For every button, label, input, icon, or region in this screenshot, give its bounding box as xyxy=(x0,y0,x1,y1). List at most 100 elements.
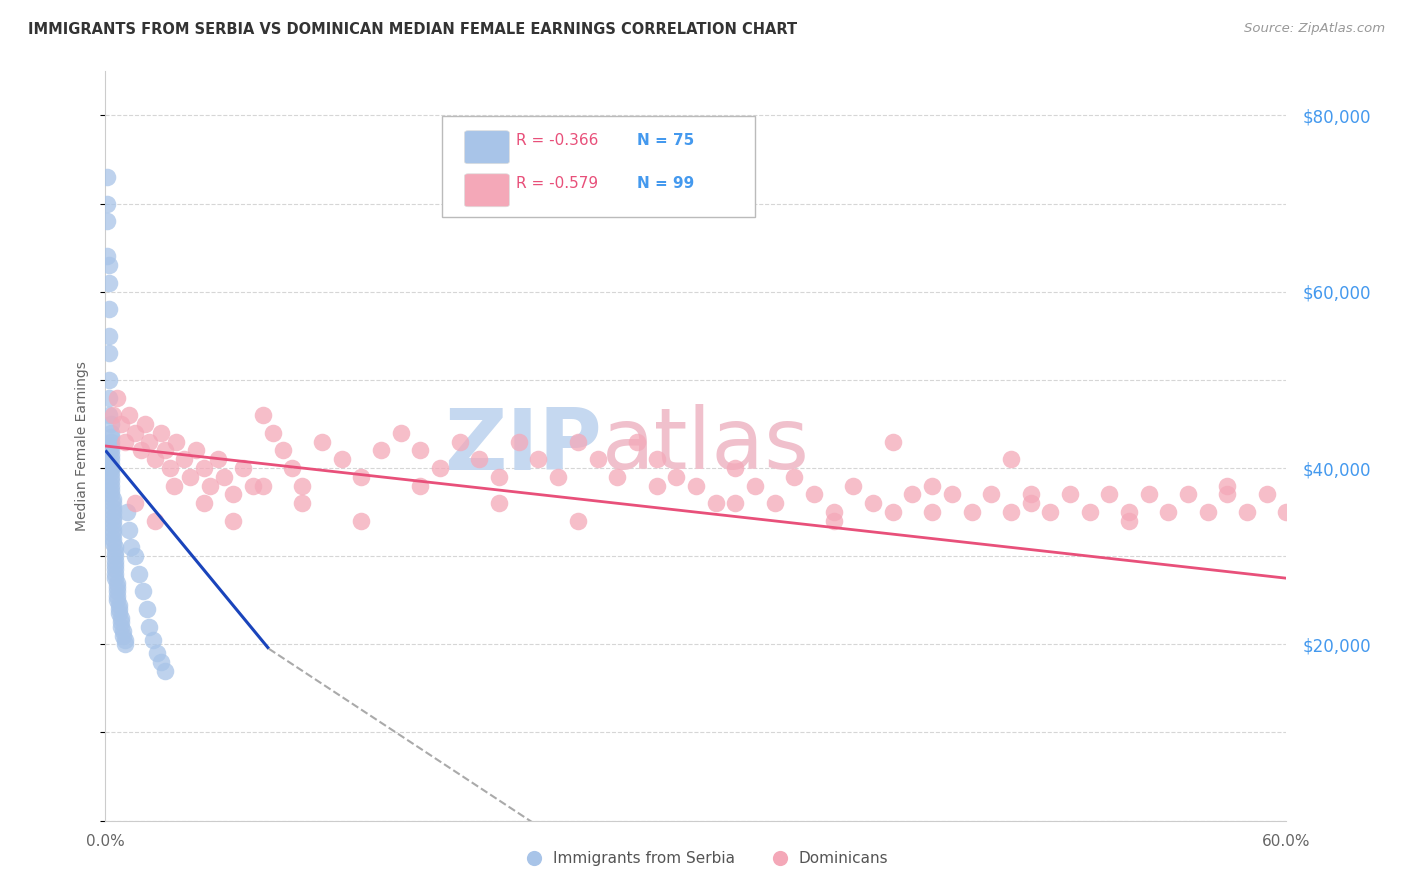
Point xyxy=(350,514,373,528)
Point xyxy=(567,434,589,449)
Point xyxy=(103,496,125,510)
Point xyxy=(98,328,121,343)
Point xyxy=(110,611,132,625)
Point xyxy=(1216,478,1239,492)
Point xyxy=(143,514,166,528)
Point xyxy=(409,478,432,492)
Point xyxy=(145,646,167,660)
Point xyxy=(823,505,845,519)
Point xyxy=(96,214,118,228)
Point xyxy=(1078,505,1101,519)
Point xyxy=(103,523,125,537)
Point xyxy=(252,408,274,422)
Point xyxy=(184,443,207,458)
Point xyxy=(108,602,131,616)
Point xyxy=(138,620,160,634)
Point xyxy=(96,170,118,185)
Point xyxy=(941,487,963,501)
Point xyxy=(110,620,132,634)
Point xyxy=(124,496,146,510)
Point xyxy=(1275,505,1298,519)
Text: R = -0.579: R = -0.579 xyxy=(516,176,599,191)
Point xyxy=(124,549,146,564)
Point xyxy=(389,425,412,440)
Point xyxy=(1039,505,1062,519)
Point xyxy=(100,461,122,475)
Point xyxy=(98,276,121,290)
Point xyxy=(222,514,245,528)
Point xyxy=(128,566,150,581)
Point xyxy=(98,373,121,387)
Point xyxy=(1000,505,1022,519)
Point xyxy=(763,496,786,510)
Point xyxy=(193,461,215,475)
Text: R = -0.366: R = -0.366 xyxy=(516,133,599,148)
Point xyxy=(281,461,304,475)
Point xyxy=(1059,487,1081,501)
Point xyxy=(882,505,904,519)
Point xyxy=(262,425,284,440)
Point xyxy=(98,408,121,422)
FancyBboxPatch shape xyxy=(464,174,509,207)
Point xyxy=(105,391,128,405)
Point xyxy=(409,443,432,458)
Point xyxy=(100,461,122,475)
Point xyxy=(704,496,727,510)
Text: ZIP: ZIP xyxy=(444,404,602,488)
FancyBboxPatch shape xyxy=(464,131,509,163)
Point xyxy=(142,632,165,647)
Point xyxy=(350,470,373,484)
Point xyxy=(193,496,215,510)
Point xyxy=(803,487,825,501)
Point xyxy=(1118,505,1140,519)
Point xyxy=(311,434,333,449)
Point xyxy=(586,452,609,467)
Point xyxy=(921,478,943,492)
Text: Source: ZipAtlas.com: Source: ZipAtlas.com xyxy=(1244,22,1385,36)
Text: N = 99: N = 99 xyxy=(637,176,695,191)
Point xyxy=(98,391,121,405)
Point xyxy=(118,523,141,537)
Point xyxy=(488,470,510,484)
Point xyxy=(291,478,314,492)
Point xyxy=(104,562,127,576)
Point xyxy=(103,514,125,528)
Text: Immigrants from Serbia: Immigrants from Serbia xyxy=(553,851,734,865)
Point xyxy=(1118,514,1140,528)
Point xyxy=(105,575,128,590)
Point xyxy=(100,439,122,453)
Point xyxy=(370,443,392,458)
Point xyxy=(98,346,121,360)
Point xyxy=(222,487,245,501)
Point xyxy=(1019,487,1042,501)
Point xyxy=(98,258,121,272)
Point xyxy=(103,491,125,506)
Point xyxy=(1256,487,1278,501)
Point xyxy=(842,478,865,492)
Point xyxy=(103,505,125,519)
Point xyxy=(242,478,264,492)
Point xyxy=(645,478,668,492)
Point xyxy=(980,487,1002,501)
Point xyxy=(104,553,127,567)
Point xyxy=(115,505,138,519)
Point xyxy=(100,448,122,462)
Point xyxy=(110,615,132,630)
Point xyxy=(100,443,122,458)
Point xyxy=(103,408,125,422)
Point xyxy=(960,505,983,519)
Point xyxy=(862,496,884,510)
Point xyxy=(143,452,166,467)
Point xyxy=(108,607,131,621)
Point xyxy=(103,518,125,533)
Point xyxy=(567,514,589,528)
Point xyxy=(508,434,530,449)
Point xyxy=(105,589,128,603)
Point xyxy=(724,496,747,510)
Point xyxy=(100,457,122,471)
Point xyxy=(1216,487,1239,501)
Point xyxy=(173,452,195,467)
Point xyxy=(449,434,471,449)
Point xyxy=(100,487,122,501)
Point xyxy=(118,408,141,422)
